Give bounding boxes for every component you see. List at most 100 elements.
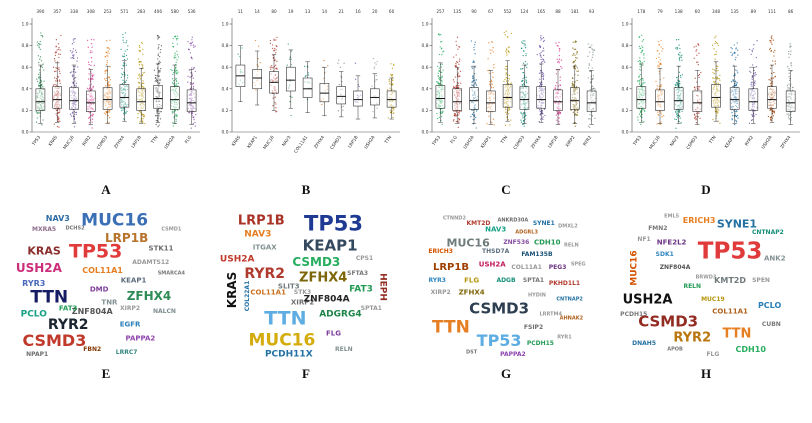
cloud-word-flg: FLG: [464, 276, 480, 285]
cloud-word-ryr3: RYR3: [428, 276, 446, 284]
x-tick-label: ZFHX4: [530, 134, 543, 149]
count-label: 390: [36, 9, 44, 14]
box-group-KEAP1: 135 KEAP1: [723, 9, 740, 149]
cloud-word-cdh10: CDH10: [735, 345, 766, 355]
wordcloud-panel-h: EML5 ERICH3 SYNE1 FMN2 CNTNAP2 NF1 NFE2L2 TP53 A…: [606, 208, 806, 382]
cloud-word-nav3: NAV3: [45, 214, 70, 224]
cloud-word-speg: SPEG: [570, 261, 586, 268]
cloud-word-keap1: KEAP1: [302, 236, 358, 255]
cloud-word-nav3: NAV3: [244, 229, 272, 240]
box-group-FLG: 536 FLG: [184, 9, 197, 145]
cloud-word-keap1: KEAP1: [120, 276, 147, 285]
cloud-word-egfr: EGFR: [119, 320, 141, 329]
count-label: 14: [322, 9, 328, 14]
y-tick-label: 0.2: [22, 108, 29, 114]
cloud-word-csmd3: CSMD3: [638, 312, 699, 331]
axes: 0.0 0.2 0.4 0.6 0.8 1.0: [422, 18, 600, 136]
cloud-word-lrrtm4: LRRTM4: [539, 311, 562, 318]
cloud-word-tnr: TNR: [101, 298, 118, 307]
x-tick-label: RYR2: [582, 134, 593, 147]
cloud-word-dmd: DMD: [89, 285, 109, 294]
wordcloud-e: NAV3 MUC16 MXRA5 DCHS2 CSMD1 LRP1B TP53 STK11 KR…: [16, 208, 192, 366]
box-group-FLG: 135 FLG: [449, 9, 463, 145]
y-tick-label: 0.2: [422, 108, 429, 114]
cloud-word-ush2a: USH2A: [478, 260, 506, 269]
cloud-word-lrrc7: LRRC7: [115, 349, 138, 357]
cloud-word-pcdh11x: PCDH11X: [264, 349, 313, 360]
x-tick-label: ZFHX4: [113, 134, 126, 149]
cloud-word-nav3: NAV3: [485, 225, 507, 234]
cloud-word-ctnnd2: CTNND2: [442, 215, 466, 222]
cloud-word-ttn: TTN: [722, 326, 752, 342]
cloud-word-pclo: PCLO: [20, 309, 47, 320]
boxplot-panel-c: 0.0 0.2 0.4 0.6 0.8 1.0 257 TP53 135 FLG 90 USH2A 67…: [406, 4, 606, 198]
cloud-word-muc16: MUC16: [81, 210, 149, 231]
cloud-word-ank2: ANK2: [764, 254, 786, 263]
count-label: 257: [436, 9, 444, 14]
x-tick-label: TTN: [707, 135, 717, 146]
box-group-MUC16: 338 MUC16: [62, 9, 79, 151]
cloud-word-fam135b: FAM135B: [521, 251, 553, 259]
cloud-word-znf804a: ZNF804A: [71, 307, 113, 317]
cloud-word-pclo: PCLO: [757, 300, 782, 310]
y-tick-label: 0.8: [222, 43, 229, 49]
boxplot-panel-a: 0.0 0.2 0.4 0.6 0.8 1.0 390 TP53 357 KRAS 338 MUC16…: [6, 4, 206, 198]
cloud-word-ryr2: RYR2: [47, 316, 89, 333]
y-tick-label: 0.2: [622, 108, 629, 114]
cloud-word-ryr2: RYR2: [673, 330, 712, 346]
box-group-ZFHX4: 165 ZFHX4: [530, 9, 546, 150]
boxplot-chart-d: 0.0 0.2 0.4 0.6 0.8 1.0 178 TP53 79 MUC16 138 NAV3 6…: [622, 9, 800, 151]
wordcloud-panel-g: CTNND2 KMT2D ANKRD30A SYNE1 DMXL2 NAV3 ADGRL3 M…: [406, 208, 606, 382]
cloud-word-fat3: FAT3: [58, 304, 78, 313]
count-label: 308: [87, 9, 95, 14]
cloud-word-znf804a: ZNF804A: [659, 264, 691, 272]
x-tick-label: TP53: [430, 134, 442, 147]
cloud-word-npap1: NPAP1: [26, 350, 49, 358]
box-group-RYR2: 93 RYR2: [582, 9, 597, 147]
cloud-word-ryr1: RYR1: [557, 334, 572, 341]
count-label: 21: [339, 9, 345, 14]
cloud-word-tp53: TP53: [697, 238, 763, 265]
boxplot-panel-b: 0.0 0.2 0.4 0.6 0.8 1.0 11 KRAS 14 KEAP1 80 MUC16 19…: [206, 4, 406, 198]
x-tick-label: ZFHX4: [779, 134, 792, 149]
cloud-word-smarca4: SMARCA4: [157, 270, 186, 277]
cloud-word-zfhx4: ZFHX4: [299, 270, 348, 286]
wordcloud-panel-e: NAV3 MUC16 MXRA5 DCHS2 CSMD1 LRP1B TP53 STK11 KR…: [6, 208, 206, 382]
box-group-LRP1B: 283 LRP1B: [130, 9, 146, 149]
box-group-RYR2: 89 RYR2: [744, 9, 759, 147]
box-group-KRAS: 357 KRAS: [47, 9, 63, 147]
axes: 0.0 0.2 0.4 0.6 0.8 1.0: [222, 18, 400, 136]
count-label: 89: [751, 9, 757, 14]
cloud-word-kras: KRAS: [225, 271, 240, 309]
box-group-ZFHX4: 14 ZFHX4: [313, 9, 330, 150]
box-group-RYR2: 308 RYR2: [81, 9, 96, 147]
count-label: 571: [120, 9, 128, 14]
cloud-word-fsip2: FSIP2: [523, 324, 544, 332]
cloud-word-dchs2: DCHS2: [65, 225, 85, 232]
boxplot-chart-a: 0.0 0.2 0.4 0.6 0.8 1.0 390 TP53 357 KRAS 338 MUC16…: [22, 9, 200, 151]
x-tick-label: USH2A: [363, 135, 376, 151]
cloud-word-sfta3: SFTA3: [347, 270, 369, 278]
box-group-TP53: 390 TP53: [30, 9, 46, 148]
cloud-word-xirp2: XIRP2: [120, 305, 141, 313]
box-group-CSMD3: 21 CSMD3: [329, 9, 346, 151]
cloud-word-cubn: CUBN: [761, 320, 781, 328]
count-label: 67: [488, 9, 494, 14]
x-tick-label: COL11A1: [293, 134, 309, 154]
box-group-ZFHX4: 571 ZFHX4: [113, 9, 130, 150]
cloud-word-tp53: TP53: [476, 330, 522, 350]
x-tick-label: CSMD3: [512, 134, 526, 150]
cloud-word-dst: DST: [466, 349, 478, 356]
box-group-TTN: 552 TTN: [499, 9, 513, 146]
cloud-word-lrp1b: LRP1B: [432, 262, 469, 274]
box-group-XIRP2: 181 XIRP2: [564, 9, 580, 148]
axes: 0.0 0.2 0.4 0.6 0.8 1.0: [22, 18, 200, 136]
cloud-word-flg: FLG: [706, 350, 720, 358]
x-tick-label: CSMD3: [95, 134, 109, 150]
count-label: 283: [137, 9, 145, 14]
cloud-word-ush2a: USH2A: [622, 292, 673, 308]
count-label: 165: [537, 9, 545, 14]
cloud-word-ttn: TTN: [30, 287, 69, 308]
cloud-word-csmd3: CSMD3: [292, 254, 341, 269]
y-tick-label: 0.6: [422, 65, 429, 71]
